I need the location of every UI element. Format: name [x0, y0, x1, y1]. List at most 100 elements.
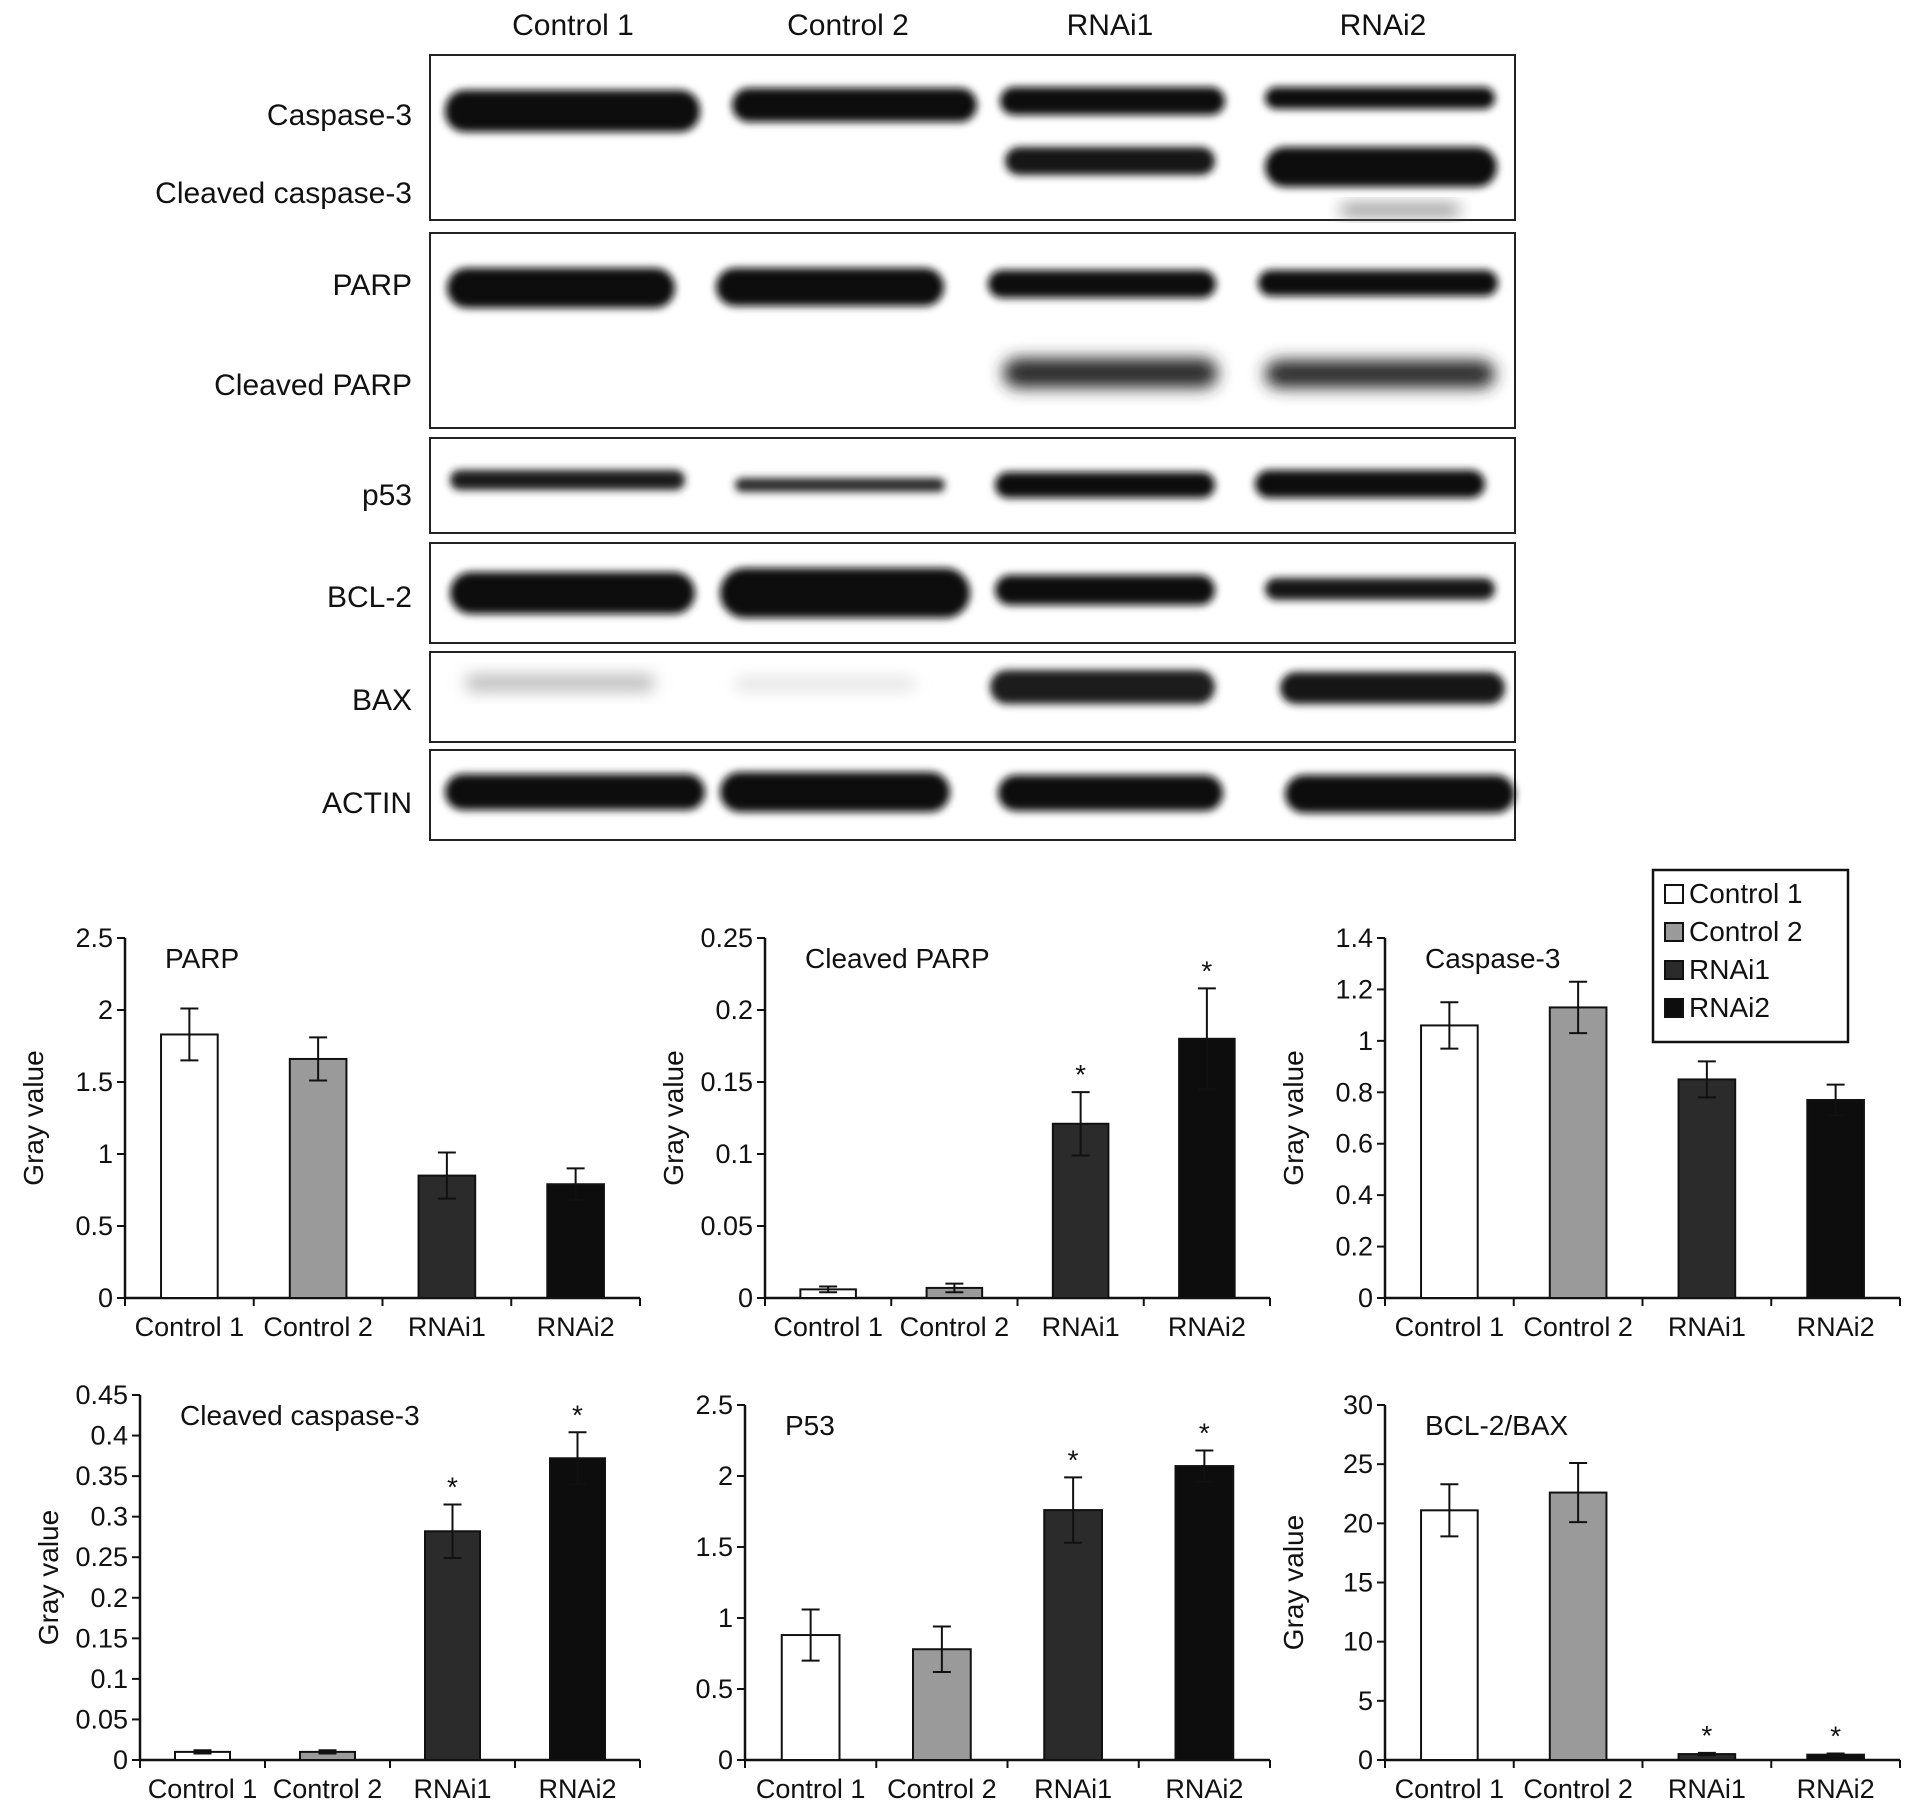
- blot-band: [1265, 360, 1495, 388]
- chart-title: PARP: [165, 943, 239, 974]
- significance-marker: *: [1201, 955, 1212, 986]
- x-tick-label: Control 1: [1395, 1312, 1505, 1342]
- x-tick-label: Control 2: [1523, 1774, 1633, 1804]
- x-tick-label: RNAi1: [413, 1774, 491, 1804]
- blot-frame: [429, 54, 1516, 221]
- bar: [1043, 1509, 1103, 1761]
- blot-band: [445, 90, 700, 132]
- y-axis-label: Gray value: [1278, 1050, 1309, 1185]
- bar-chart-cleaved-caspase-3: 0 0.05 0.1 0.15 0.2 0.25 0.3 0.35 0.4 0.45 Control…: [33, 1380, 641, 1804]
- y-tick-label: 2: [98, 995, 113, 1025]
- blot-row-label: p53: [362, 479, 412, 512]
- legend-label: Control 2: [1689, 916, 1803, 947]
- bar: [1174, 1465, 1235, 1761]
- legend-frame: [1651, 868, 1850, 1044]
- y-tick-label: 0: [1358, 1283, 1373, 1313]
- y-tick-label: 30: [1343, 1390, 1373, 1420]
- y-tick-label: 0: [98, 1283, 113, 1313]
- x-tick-label: RNAi1: [408, 1312, 486, 1342]
- blot-band: [1258, 270, 1498, 296]
- y-tick-label: 1.4: [1335, 923, 1373, 953]
- significance-marker: *: [447, 1472, 458, 1503]
- bar-chart-bcl2-bax: 0 5 10 15 20 25 30 Control 1 Control 2 * RNAi1 * RNA…: [1278, 1390, 1901, 1804]
- bar: [1420, 1509, 1479, 1761]
- blot-band: [998, 775, 1223, 811]
- legend-swatch: [1664, 922, 1684, 942]
- blot-frame: [429, 232, 1516, 429]
- x-tick-label: Control 1: [148, 1774, 258, 1804]
- x-tick-label: Control 2: [887, 1774, 997, 1804]
- blot-band: [716, 268, 944, 306]
- blot-band: [1255, 470, 1485, 498]
- significance-marker: *: [1075, 1059, 1086, 1090]
- blot-band: [447, 268, 675, 308]
- blot-row-label: BCL-2: [327, 581, 412, 614]
- blot-band: [990, 670, 1215, 704]
- y-tick-label: 0.2: [715, 995, 753, 1025]
- x-tick-label: RNAi1: [1034, 1774, 1112, 1804]
- blot-row-label: ACTIN: [322, 787, 412, 820]
- x-tick-label: Control 2: [900, 1312, 1010, 1342]
- blot-band: [735, 678, 915, 690]
- x-tick-label: RNAi2: [1797, 1312, 1875, 1342]
- legend-swatch: [1664, 884, 1684, 904]
- y-tick-label: 0.8: [1335, 1077, 1373, 1107]
- blot-band: [995, 472, 1215, 498]
- x-tick-label: RNAi1: [1042, 1312, 1120, 1342]
- y-tick-label: 0.35: [75, 1461, 128, 1491]
- y-tick-label: 0.5: [695, 1674, 733, 1704]
- x-tick-label: RNAi2: [537, 1312, 615, 1342]
- y-tick-label: 1.5: [695, 1532, 733, 1562]
- legend-label: RNAi2: [1689, 992, 1770, 1023]
- blot-band: [1265, 578, 1495, 600]
- y-axis-label: Gray value: [18, 1050, 49, 1185]
- y-tick-label: 20: [1343, 1508, 1373, 1538]
- y-tick-label: 2.5: [695, 1390, 733, 1420]
- significance-marker: *: [1199, 1417, 1210, 1448]
- blot-band: [445, 774, 705, 810]
- y-tick-label: 0.6: [1335, 1129, 1373, 1159]
- blot-band: [1265, 147, 1497, 187]
- x-tick-label: RNAi2: [1165, 1774, 1243, 1804]
- western-blot: Control 1 Control 2 RNAi1 RNAi2 Caspase-…: [155, 9, 1516, 841]
- y-tick-label: 0: [718, 1745, 733, 1775]
- x-tick-label: RNAi1: [1668, 1774, 1746, 1804]
- y-tick-label: 0.3: [90, 1502, 128, 1532]
- lane-header: Control 1: [512, 9, 634, 42]
- x-tick-label: RNAi2: [538, 1774, 616, 1804]
- blot-band-smear: [1340, 205, 1460, 215]
- y-tick-label: 0.45: [75, 1380, 128, 1410]
- chart-title: P53: [785, 1410, 835, 1441]
- significance-marker: *: [572, 1399, 583, 1430]
- blot-band: [1280, 672, 1505, 704]
- y-tick-label: 1.2: [1335, 974, 1373, 1004]
- blot-band: [1000, 87, 1225, 115]
- blot-band: [720, 772, 950, 812]
- x-tick-label: Control 1: [773, 1312, 883, 1342]
- x-tick-label: RNAi2: [1168, 1312, 1246, 1342]
- bar-chart-caspase-3: 0 0.2 0.4 0.6 0.8 1 1.2 1.4 Control 1 Control 2 RN…: [1278, 868, 1901, 1342]
- bar: [549, 1457, 606, 1762]
- chart-title: Cleaved PARP: [805, 943, 990, 974]
- y-tick-label: 0.05: [75, 1704, 128, 1734]
- x-tick-label: RNAi1: [1668, 1312, 1746, 1342]
- legend: Control 1 Control 2 RNAi1 RNAi2: [1651, 868, 1850, 1044]
- blot-band: [450, 470, 685, 490]
- significance-marker: *: [1701, 1720, 1712, 1751]
- x-tick-label: Control 1: [756, 1774, 866, 1804]
- blot-row-label: PARP: [333, 269, 412, 302]
- y-tick-label: 0.15: [75, 1623, 128, 1653]
- blot-band: [450, 572, 695, 614]
- lane-header: Control 2: [787, 9, 909, 42]
- y-tick-label: 0.2: [1335, 1232, 1373, 1262]
- blot-row-label: BAX: [352, 684, 412, 717]
- y-tick-label: 1: [98, 1139, 113, 1169]
- legend-label: Control 1: [1689, 878, 1803, 909]
- y-tick-label: 0.4: [90, 1421, 128, 1451]
- bar: [424, 1530, 481, 1761]
- blot-row-label: Caspase-3: [267, 99, 412, 132]
- y-tick-label: 25: [1343, 1449, 1373, 1479]
- blot-band: [995, 575, 1215, 605]
- blot-row-label: Cleaved PARP: [214, 369, 412, 402]
- y-tick-label: 1: [718, 1603, 733, 1633]
